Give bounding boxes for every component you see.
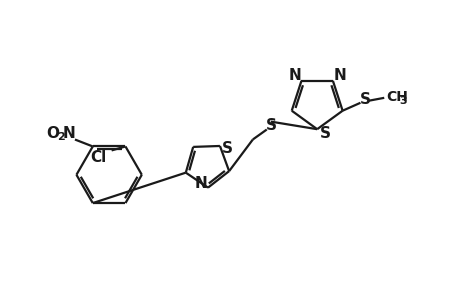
Text: 3: 3: [398, 96, 406, 106]
Text: O: O: [46, 126, 60, 141]
Text: 2: 2: [57, 131, 65, 142]
Text: N: N: [194, 176, 207, 191]
Text: S: S: [266, 118, 277, 133]
Text: Cl: Cl: [90, 150, 106, 165]
Text: N: N: [333, 68, 346, 83]
Text: N: N: [287, 68, 300, 83]
Text: S: S: [319, 126, 330, 141]
Text: CH: CH: [386, 90, 407, 104]
Text: S: S: [359, 92, 370, 107]
Text: N: N: [62, 126, 75, 141]
Text: S: S: [221, 141, 232, 156]
